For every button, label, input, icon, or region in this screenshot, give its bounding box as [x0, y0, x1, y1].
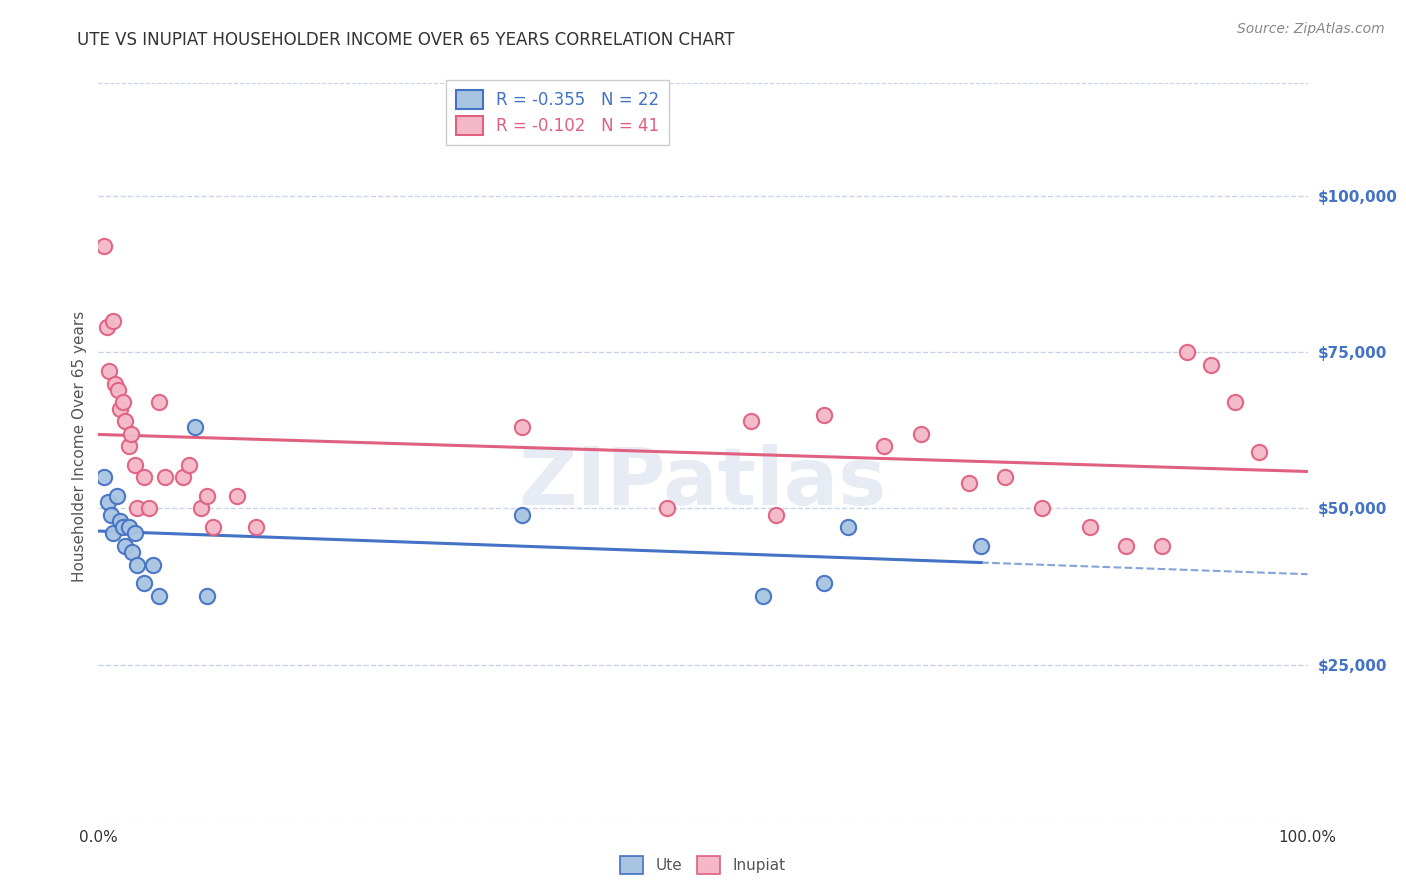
- Point: [111, 520, 134, 534]
- Point: [93, 239, 115, 253]
- Point: [96, 320, 118, 334]
- Point: [118, 520, 141, 534]
- Point: [837, 520, 859, 534]
- Point: [752, 589, 775, 603]
- Point: [148, 589, 170, 603]
- Point: [957, 476, 980, 491]
- Point: [910, 426, 932, 441]
- Point: [138, 501, 160, 516]
- Text: Source: ZipAtlas.com: Source: ZipAtlas.com: [1237, 22, 1385, 37]
- Point: [813, 576, 835, 591]
- Point: [148, 395, 170, 409]
- Point: [134, 576, 156, 591]
- Point: [510, 420, 533, 434]
- Point: [1078, 520, 1101, 534]
- Legend: R = -0.355   N = 22, R = -0.102   N = 41: R = -0.355 N = 22, R = -0.102 N = 41: [446, 79, 669, 145]
- Point: [101, 314, 124, 328]
- Point: [1031, 501, 1053, 516]
- Point: [172, 470, 194, 484]
- Point: [127, 501, 149, 516]
- Point: [98, 364, 121, 378]
- Point: [101, 526, 124, 541]
- Point: [108, 401, 131, 416]
- Point: [202, 520, 225, 534]
- Point: [107, 383, 129, 397]
- Point: [765, 508, 787, 522]
- Point: [245, 520, 267, 534]
- Point: [1175, 345, 1198, 359]
- Point: [813, 408, 835, 422]
- Point: [1223, 395, 1246, 409]
- Point: [124, 458, 146, 472]
- Point: [1249, 445, 1271, 459]
- Point: [190, 501, 212, 516]
- Point: [134, 470, 156, 484]
- Point: [1152, 539, 1174, 553]
- Point: [1115, 539, 1137, 553]
- Point: [100, 508, 122, 522]
- Point: [740, 414, 762, 428]
- Point: [114, 539, 136, 553]
- Point: [120, 426, 142, 441]
- Point: [97, 495, 120, 509]
- Point: [510, 508, 533, 522]
- Point: [226, 489, 249, 503]
- Point: [105, 489, 128, 503]
- Point: [127, 558, 149, 572]
- Point: [124, 526, 146, 541]
- Text: ZIPatlas: ZIPatlas: [519, 444, 887, 523]
- Y-axis label: Householder Income Over 65 years: Householder Income Over 65 years: [72, 310, 87, 582]
- Point: [873, 439, 896, 453]
- Point: [655, 501, 678, 516]
- Point: [111, 395, 134, 409]
- Point: [104, 376, 127, 391]
- Point: [970, 539, 993, 553]
- Point: [153, 470, 176, 484]
- Point: [994, 470, 1017, 484]
- Point: [195, 589, 218, 603]
- Point: [179, 458, 201, 472]
- Point: [118, 439, 141, 453]
- Point: [142, 558, 165, 572]
- Legend: Ute, Inupiat: Ute, Inupiat: [614, 850, 792, 880]
- Point: [108, 514, 131, 528]
- Point: [195, 489, 218, 503]
- Point: [121, 545, 143, 559]
- Text: UTE VS INUPIAT HOUSEHOLDER INCOME OVER 65 YEARS CORRELATION CHART: UTE VS INUPIAT HOUSEHOLDER INCOME OVER 6…: [77, 31, 735, 49]
- Point: [93, 470, 115, 484]
- Point: [114, 414, 136, 428]
- Point: [1199, 358, 1222, 372]
- Point: [184, 420, 207, 434]
